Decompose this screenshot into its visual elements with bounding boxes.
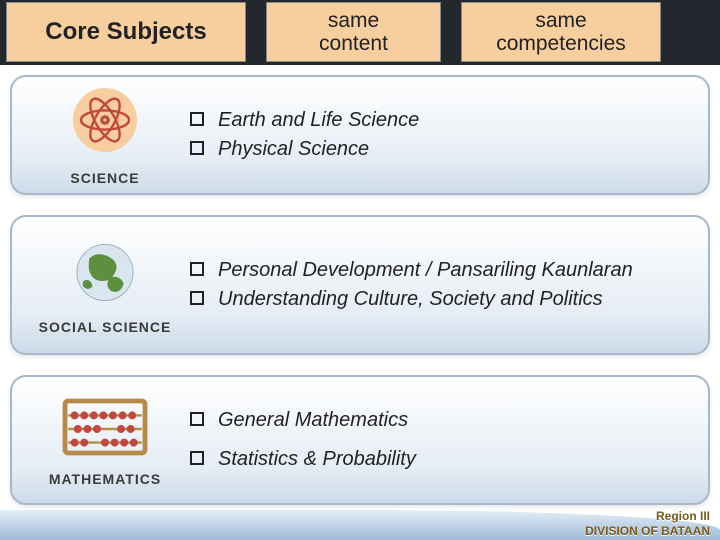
bullets-math: General Mathematics Statistics & Probabi…: [180, 404, 690, 476]
tag2-line1: same: [535, 9, 586, 32]
list-item: Personal Development / Pansariling Kaunl…: [190, 258, 690, 283]
globe-icon: [60, 235, 150, 313]
tag2-line2: competencies: [496, 32, 626, 55]
checkbox-icon: [190, 262, 204, 276]
icon-col-math: MATHEMATICS: [30, 393, 180, 487]
list-item: General Mathematics: [190, 408, 690, 433]
icon-col-social: SOCIAL SCIENCE: [30, 235, 180, 335]
bullet-text: General Mathematics: [218, 408, 408, 433]
checkbox-icon: [190, 451, 204, 465]
bullet-text: Earth and Life Science: [218, 108, 419, 133]
panel-label-math: MATHEMATICS: [49, 471, 161, 487]
bullet-text: Statistics & Probability: [218, 447, 416, 472]
tag-same-content: same content: [266, 2, 441, 62]
tag1-line2: content: [319, 32, 388, 55]
panel-mathematics: MATHEMATICS General Mathematics Statisti…: [10, 375, 710, 505]
atom-icon: [65, 84, 145, 164]
footer-text: Region III DIVISION OF BATAAN: [585, 509, 710, 538]
list-item: Understanding Culture, Society and Polit…: [190, 287, 690, 312]
content-area: SCIENCE Earth and Life Science Physical …: [10, 75, 710, 525]
bullet-text: Physical Science: [218, 137, 369, 162]
header-bar: Core Subjects same content same competen…: [0, 0, 720, 65]
checkbox-icon: [190, 291, 204, 305]
footer-line1: Region III: [585, 509, 710, 523]
tag-same-competencies: same competencies: [461, 2, 661, 62]
list-item: Statistics & Probability: [190, 447, 690, 472]
bullet-text: Personal Development / Pansariling Kaunl…: [218, 258, 633, 283]
checkbox-icon: [190, 412, 204, 426]
bullets-science: Earth and Life Science Physical Science: [180, 104, 690, 166]
tag1-line1: same: [328, 9, 379, 32]
icon-col-science: SCIENCE: [30, 84, 180, 186]
bullet-text: Understanding Culture, Society and Polit…: [218, 287, 603, 312]
panel-social-science: SOCIAL SCIENCE Personal Development / Pa…: [10, 215, 710, 355]
panel-label-science: SCIENCE: [70, 170, 139, 186]
panel-label-social: SOCIAL SCIENCE: [39, 319, 172, 335]
page-title: Core Subjects: [45, 18, 206, 46]
panel-science: SCIENCE Earth and Life Science Physical …: [10, 75, 710, 195]
list-item: Physical Science: [190, 137, 690, 162]
abacus-icon: [55, 393, 155, 465]
bullets-social: Personal Development / Pansariling Kaunl…: [180, 254, 690, 316]
checkbox-icon: [190, 112, 204, 126]
list-item: Earth and Life Science: [190, 108, 690, 133]
title-box: Core Subjects: [6, 2, 246, 62]
checkbox-icon: [190, 141, 204, 155]
footer-line2: DIVISION OF BATAAN: [585, 524, 710, 538]
